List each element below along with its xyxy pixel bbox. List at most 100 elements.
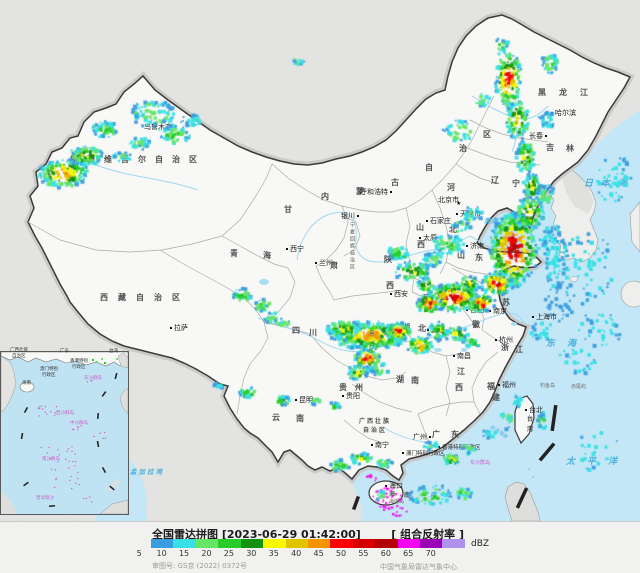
map-title: 全国雷达拼图 [2023-06-29 01:42:00] (152, 528, 361, 541)
dash-segment (96, 440, 100, 448)
island-dot (75, 482, 77, 484)
colorbar-segment (307, 539, 331, 548)
inset-label: 曾母暗沙 (36, 496, 54, 501)
inset-label: 自治区 (12, 354, 26, 359)
inset-label: 海南 (22, 381, 31, 386)
colorbar-segment (352, 539, 376, 548)
island-dot (102, 437, 104, 440)
island-dot (76, 429, 79, 431)
inset-label: 西沙群岛 (56, 411, 74, 416)
island-dot (46, 413, 48, 415)
inset-island-dots (37, 379, 107, 503)
colorbar-tick: 40 (291, 549, 302, 558)
island-dot (40, 446, 42, 449)
legend-panel: 全国雷达拼图 [2023-06-29 01:42:00] [ 组合反射率 ] d… (0, 521, 640, 573)
island-dot (57, 460, 59, 463)
inset-palawan (108, 478, 120, 492)
colorbar-tick: 55 (358, 549, 369, 558)
island-dot (71, 428, 74, 431)
colorbar-tick: 15 (178, 549, 190, 558)
dash-segment (23, 481, 29, 487)
dash-segment (114, 372, 118, 380)
colorbar-segment (240, 539, 264, 548)
island-dot (42, 408, 44, 410)
island-dot (77, 477, 79, 480)
island-dot (40, 405, 43, 407)
south-china-sea-inset (0, 351, 129, 515)
island-dot (80, 425, 82, 427)
colorbar-segment (151, 539, 174, 548)
island-dot (73, 428, 75, 431)
island-dot (71, 450, 73, 453)
island-dot (49, 458, 52, 460)
dash-segment (23, 407, 29, 413)
colorbar-tick: 25 (223, 549, 234, 558)
island-dot (66, 450, 68, 452)
island-dot (55, 405, 58, 408)
island-dot (76, 426, 79, 428)
colorbar-tick: 20 (201, 549, 212, 558)
colorbar-segment (285, 539, 308, 548)
colorbar-segment (397, 539, 421, 548)
island-dot (69, 479, 71, 482)
colorbar-ticks: 5 10 15 20 25 30 35 40 45 50 55 60 65 70 (128, 549, 442, 558)
island-dot (89, 496, 91, 498)
island-dot (83, 497, 85, 500)
island-dot (93, 435, 95, 438)
colorbar-segment (263, 539, 286, 548)
product-label: [ 组合反射率 ] (391, 528, 464, 541)
island-dot (50, 468, 53, 470)
colorbar-segment (442, 539, 465, 548)
inset-label: 台湾 (109, 349, 118, 354)
dash-segment (109, 485, 115, 491)
inset-taiwan-tip (117, 352, 128, 369)
island-dot (70, 475, 72, 478)
island-dot (78, 483, 81, 486)
island-dot (68, 460, 70, 463)
island-dot (90, 380, 92, 382)
inset-nine-dash-line (20, 372, 118, 508)
inset-label: 行政区 (72, 365, 86, 370)
island-dot (72, 460, 74, 463)
colorbar-tick: 10 (156, 549, 167, 558)
inset-label: 行政区 (42, 373, 56, 378)
island-dot (74, 453, 76, 455)
inset-vietnam-coast (1, 355, 17, 413)
island-dot (37, 407, 39, 409)
island-dot (75, 460, 77, 463)
radar-map: 新疆维吾尔自治区 西藏自治区青海甘肃宁夏回族自治区内蒙古自治区黑龙江吉林辽宁河北山… (0, 0, 640, 521)
inset-malaya (1, 492, 16, 514)
colorbar-tick: 60 (380, 549, 391, 558)
credit-text: 中国气象局雷达气象中心 (380, 563, 457, 571)
island-dot (99, 432, 101, 434)
inset-label: 南沙群岛 (42, 457, 60, 462)
dash-segment (20, 432, 24, 440)
island-dot (54, 486, 56, 489)
inset-label: 广东 (60, 349, 69, 354)
island-dot (55, 477, 58, 480)
island-dot (104, 437, 107, 440)
dash-segment (96, 412, 100, 420)
island-dot (38, 415, 41, 417)
island-dot (44, 405, 47, 408)
colorbar-segment (375, 539, 398, 548)
colorbar-tick: 35 (268, 549, 279, 558)
island-dot (54, 469, 56, 471)
license-text: 审图号: GS京 (2022) 0372号 (152, 562, 247, 570)
inset-label: 中沙群岛 (70, 421, 88, 426)
island-dot (46, 452, 49, 454)
inset-label: 广西壮族 (10, 348, 28, 353)
inset-label: 澳门特别 (40, 367, 58, 372)
island-dot (44, 411, 47, 413)
inset-label: 东沙群岛 (84, 376, 102, 381)
island-dot (38, 406, 41, 408)
dash-segment (48, 504, 56, 508)
colorbar-tick: 65 (403, 549, 414, 558)
island-dot (58, 454, 60, 456)
island-dot (104, 431, 106, 434)
inset-echo-specks (92, 358, 118, 364)
island-dot (54, 412, 56, 414)
island-dot (57, 449, 59, 451)
island-dot (50, 411, 52, 413)
inset-luzon (119, 387, 128, 415)
